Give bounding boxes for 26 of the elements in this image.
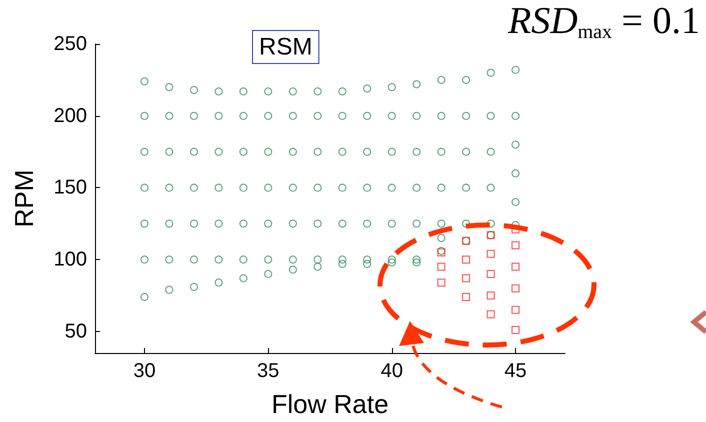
- point: [486, 250, 495, 258]
- y-tick-label: 100: [54, 248, 87, 271]
- point: [486, 270, 495, 278]
- x-tick-label: 40: [380, 360, 403, 382]
- point: [437, 278, 446, 287]
- y-tick-label: 50: [64, 320, 87, 342]
- point: [512, 306, 520, 314]
- point: [512, 284, 520, 292]
- point: [512, 326, 520, 334]
- point: [437, 262, 446, 271]
- x-tick-label: 30: [133, 360, 156, 382]
- x-tick-label: 45: [504, 360, 527, 382]
- x-axis-title: Flow Rate: [271, 389, 389, 419]
- point: [486, 292, 495, 300]
- y-tick-label: 150: [54, 176, 87, 199]
- point: [462, 256, 470, 264]
- y-tick-label: 250: [54, 33, 87, 55]
- point: [462, 292, 470, 301]
- chart-title: RSM: [259, 34, 312, 60]
- point: [512, 262, 520, 271]
- point: [512, 241, 520, 250]
- y-axis-title: RPM: [9, 170, 39, 228]
- y-tick-label: 200: [54, 104, 87, 127]
- point: [462, 274, 470, 282]
- x-tick-label: 35: [257, 360, 280, 382]
- point: [486, 310, 495, 318]
